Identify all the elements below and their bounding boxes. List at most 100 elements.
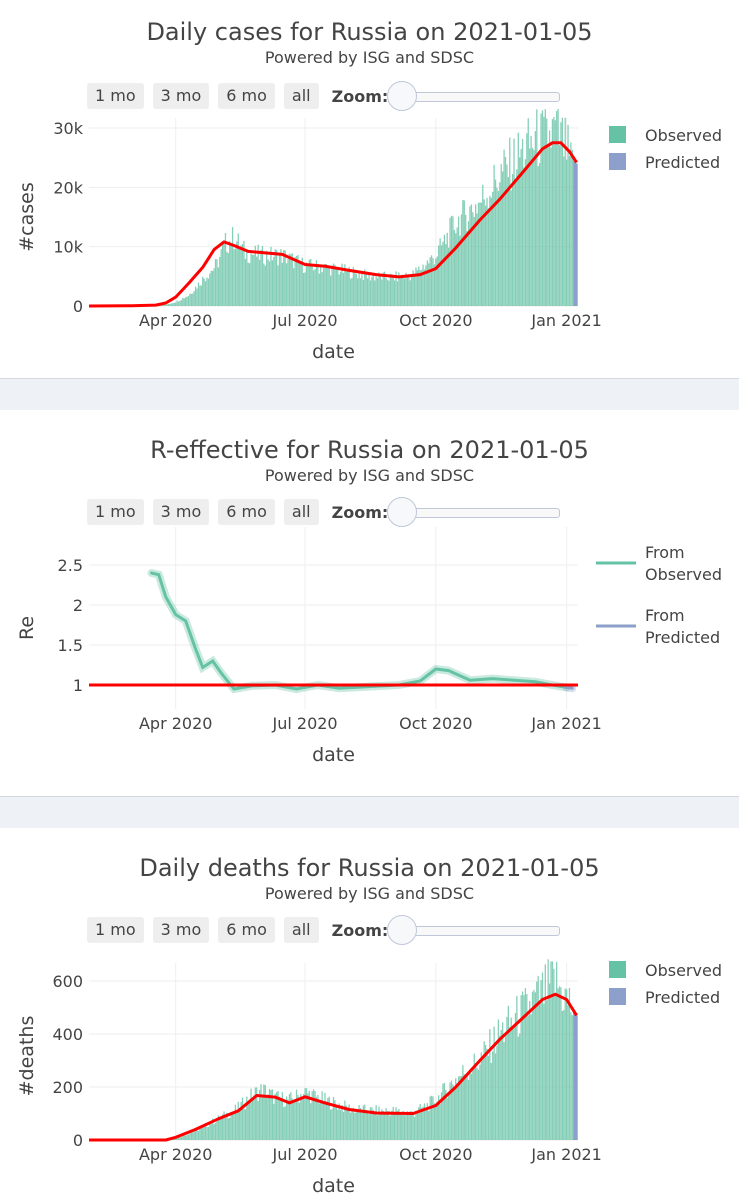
observed-bar (473, 216, 475, 306)
legend-label: From (645, 606, 685, 625)
legend-label: Predicted (645, 153, 720, 172)
zoom-slider-handle[interactable] (387, 497, 418, 527)
observed-bar (494, 1053, 497, 1140)
observed-bar (310, 259, 312, 306)
observed-bar (303, 272, 305, 306)
observed-bar (565, 159, 568, 306)
observed-bar (202, 1125, 204, 1140)
observed-bar (290, 254, 292, 306)
observed-bar (209, 273, 211, 306)
observed-bar (298, 261, 301, 306)
observed-bar (531, 147, 534, 306)
observed-bar (341, 1104, 343, 1140)
range-1mo-button[interactable]: 1 mo (87, 499, 144, 525)
observed-bar (267, 1094, 269, 1140)
observed-bar (376, 278, 379, 306)
range-3mo-button[interactable]: 3 mo (152, 83, 210, 109)
range-1mo-button[interactable]: 1 mo (87, 83, 144, 109)
observed-bar (253, 254, 255, 306)
observed-bar (432, 258, 434, 306)
zoom-slider[interactable] (387, 81, 561, 111)
zoom-slider[interactable] (387, 915, 561, 945)
observed-bar (403, 1115, 406, 1140)
observed-bar (482, 1056, 484, 1140)
observed-bar (466, 1073, 468, 1140)
observed-bar (305, 1088, 308, 1140)
observed-bar (304, 272, 306, 306)
observed-bar (405, 1113, 407, 1140)
observed-bar (320, 1100, 322, 1140)
observed-bar (342, 1111, 345, 1140)
legend-swatch (609, 126, 626, 143)
observed-bar (351, 1108, 353, 1140)
bars (132, 108, 578, 307)
range-all-button[interactable]: all (283, 83, 319, 109)
observed-bar (429, 257, 431, 306)
y-tick-label: 2 (73, 596, 83, 615)
observed-bar (419, 1103, 421, 1140)
observed-bar (180, 300, 183, 306)
zoom-slider-handle[interactable] (387, 915, 418, 945)
zoom-slider-handle[interactable] (387, 81, 418, 111)
observed-bar (456, 227, 458, 306)
observed-bar (311, 1091, 313, 1140)
observed-bar (422, 1106, 424, 1140)
observed-bar (312, 1089, 315, 1140)
legend-swatch (609, 153, 626, 170)
observed-bar (524, 159, 527, 306)
observed-bar (233, 249, 235, 306)
observed-bar (519, 157, 521, 306)
range-6mo-button[interactable]: 6 mo (218, 917, 275, 943)
observed-bar (426, 260, 428, 306)
x-axis-title: date (312, 341, 355, 363)
observed-bar (295, 255, 298, 306)
observed-bar (517, 132, 519, 306)
observed-bar (327, 267, 329, 306)
y-tick-label: 30k (53, 119, 83, 138)
observed-bar (277, 265, 279, 306)
zoom-slider[interactable] (387, 497, 561, 527)
trend-line (88, 141, 578, 308)
observed-bar (534, 131, 536, 306)
observed-bar (412, 270, 414, 306)
observed-bar (533, 150, 535, 306)
y-tick-label: 10k (53, 238, 83, 257)
observed-bar (503, 149, 505, 306)
observed-bar (499, 1035, 501, 1140)
range-3mo-button[interactable]: 3 mo (152, 917, 210, 943)
observed-bar (303, 1093, 305, 1140)
observed-bar (337, 267, 339, 306)
observed-bar (557, 988, 559, 1140)
observed-bar (213, 268, 215, 306)
range-3mo-button[interactable]: 3 mo (152, 499, 210, 525)
observed-bar (237, 1101, 239, 1140)
range-all-button[interactable]: all (283, 499, 319, 525)
observed-bar (396, 1110, 399, 1140)
observed-bar (349, 278, 352, 306)
observed-bar (389, 273, 392, 306)
observed-bar (369, 280, 372, 306)
observed-bar (243, 240, 245, 306)
observed-bar (392, 276, 394, 306)
observed-bar (432, 1096, 434, 1140)
observed-bar (469, 206, 471, 306)
observed-bar (327, 1098, 329, 1140)
observed-bar (173, 302, 175, 306)
observed-bar (445, 244, 447, 306)
observed-bar (349, 1112, 352, 1140)
range-all-button[interactable]: all (283, 917, 319, 943)
observed-bar (388, 280, 390, 306)
range-6mo-button[interactable]: 6 mo (218, 499, 275, 525)
observed-bar (391, 274, 393, 306)
observed-bar (435, 1105, 437, 1140)
observed-bar (527, 118, 529, 306)
cases-chart: 0 10k 20k 30k Apr 2020 Jul 2020 Oct 2020 Jan 20… (16, 108, 722, 363)
observed-bar (284, 250, 286, 306)
x-tick-label: Apr 2020 (139, 311, 212, 330)
range-6mo-button[interactable]: 6 mo (218, 83, 275, 109)
y-tick-label: 1 (73, 676, 83, 695)
x-tick-label: Apr 2020 (139, 714, 212, 733)
observed-bar (274, 249, 276, 306)
observed-bar (364, 1104, 366, 1140)
range-1mo-button[interactable]: 1 mo (87, 917, 144, 943)
